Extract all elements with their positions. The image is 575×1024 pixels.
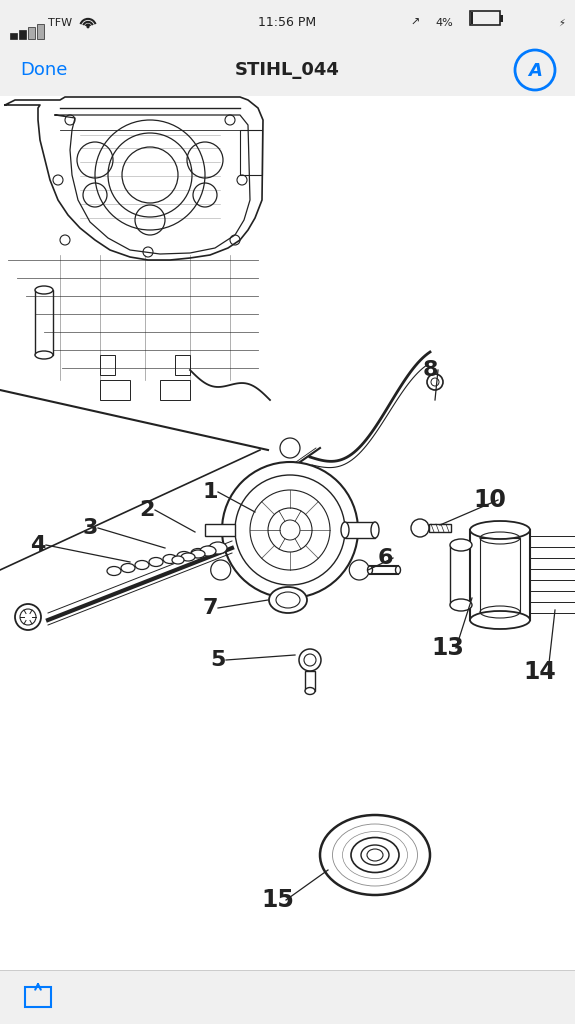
Bar xyxy=(240,130,262,175)
Ellipse shape xyxy=(470,611,530,629)
Text: ↗: ↗ xyxy=(411,17,420,28)
Text: 2: 2 xyxy=(139,500,155,520)
Text: 1: 1 xyxy=(202,482,218,502)
Bar xyxy=(0,970,575,1024)
Ellipse shape xyxy=(209,542,227,554)
Bar xyxy=(0,96,575,970)
Ellipse shape xyxy=(470,521,530,539)
Ellipse shape xyxy=(305,687,315,694)
Text: 13: 13 xyxy=(432,636,465,660)
Bar xyxy=(35,290,53,355)
Ellipse shape xyxy=(35,286,53,294)
Ellipse shape xyxy=(450,539,472,551)
Bar xyxy=(160,380,190,400)
Bar xyxy=(10,33,17,39)
Text: 8: 8 xyxy=(422,360,438,380)
Ellipse shape xyxy=(371,522,379,538)
Text: ⚡: ⚡ xyxy=(558,17,565,28)
Bar xyxy=(471,12,473,24)
Text: 3: 3 xyxy=(82,518,98,538)
Text: TFW: TFW xyxy=(48,17,72,28)
Bar xyxy=(480,538,520,612)
Bar xyxy=(175,355,190,375)
Ellipse shape xyxy=(181,553,195,561)
Bar xyxy=(305,671,315,691)
Text: 14: 14 xyxy=(524,660,557,684)
Text: A: A xyxy=(528,62,542,80)
Ellipse shape xyxy=(320,815,430,895)
Ellipse shape xyxy=(191,550,205,558)
Text: 7: 7 xyxy=(202,598,218,618)
Bar xyxy=(0,0,575,44)
Circle shape xyxy=(86,26,90,29)
Bar xyxy=(0,44,575,96)
Ellipse shape xyxy=(35,351,53,359)
Bar xyxy=(450,545,472,605)
Ellipse shape xyxy=(172,556,184,564)
Bar xyxy=(100,355,115,375)
Bar xyxy=(345,522,375,538)
Circle shape xyxy=(299,649,321,671)
Ellipse shape xyxy=(341,522,349,538)
Text: 4: 4 xyxy=(30,535,45,555)
Circle shape xyxy=(222,462,358,598)
Bar xyxy=(25,987,51,1007)
Text: 15: 15 xyxy=(262,888,294,912)
Text: 11:56 PM: 11:56 PM xyxy=(258,16,316,30)
Bar xyxy=(470,11,500,25)
Text: 10: 10 xyxy=(474,488,507,512)
Bar xyxy=(100,380,130,400)
Circle shape xyxy=(349,560,369,580)
Circle shape xyxy=(280,438,300,458)
Bar xyxy=(470,530,530,620)
Bar xyxy=(205,524,235,536)
Bar xyxy=(19,30,26,39)
Bar xyxy=(370,566,398,574)
Bar xyxy=(429,524,451,532)
Circle shape xyxy=(15,604,41,630)
Text: 4%: 4% xyxy=(435,17,453,28)
Ellipse shape xyxy=(269,587,307,613)
Text: STIHL_044: STIHL_044 xyxy=(235,61,339,79)
Ellipse shape xyxy=(367,566,373,574)
Bar xyxy=(28,27,35,39)
Bar xyxy=(500,14,503,22)
Circle shape xyxy=(210,560,231,580)
Ellipse shape xyxy=(450,599,472,611)
Text: 6: 6 xyxy=(377,548,393,568)
Text: Done: Done xyxy=(20,61,67,79)
Circle shape xyxy=(411,519,429,537)
Ellipse shape xyxy=(200,546,216,556)
Ellipse shape xyxy=(396,566,401,574)
Text: 5: 5 xyxy=(210,650,225,670)
Ellipse shape xyxy=(361,845,389,865)
Bar xyxy=(37,24,44,39)
